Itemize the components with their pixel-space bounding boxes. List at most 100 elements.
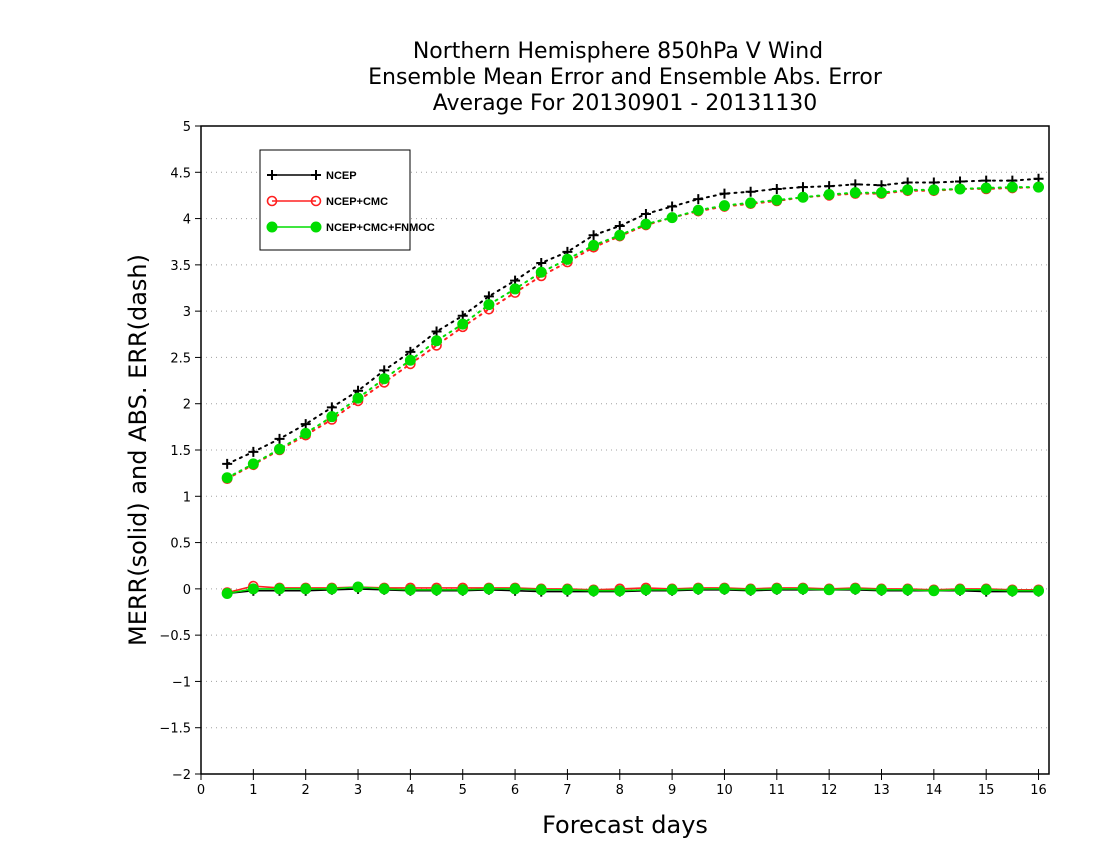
- x-tick-label: 10: [716, 783, 733, 798]
- abs-error-point: [928, 184, 940, 196]
- mean-error-point: [928, 585, 940, 597]
- y-tick-label: 0: [183, 583, 191, 598]
- abs-error-point: [326, 402, 337, 413]
- legend-marker-end: [310, 195, 322, 207]
- axes: 54.543.532.521.510.50−0.5−1−1.5−20 1 2 3 4 5 6…: [159, 120, 1046, 798]
- y-tick-label: 3: [183, 305, 191, 320]
- abs-error-point: [614, 229, 626, 241]
- abs-error-point: [561, 253, 573, 265]
- mean-error-point: [771, 583, 783, 595]
- y-tick-label: 1: [183, 490, 191, 505]
- abs-error-point: [745, 186, 756, 197]
- y-tick-label: −0.5: [159, 629, 191, 644]
- chart-title-line-1: Northern Hemisphere 850hPa V Wind: [413, 39, 823, 64]
- x-tick-label: 0: [197, 783, 205, 798]
- x-tick-label: 9: [668, 783, 676, 798]
- abs-error-point: [509, 283, 521, 295]
- y-tick-label: 0.5: [170, 537, 191, 552]
- x-tick-label: 5: [459, 783, 467, 798]
- abs-error-point: [404, 354, 416, 366]
- chart-title-line-2: Ensemble Mean Error and Ensemble Abs. Er…: [368, 65, 883, 90]
- y-tick-label: −2: [172, 768, 191, 783]
- mean-error-point: [849, 583, 861, 595]
- mean-error-point: [221, 587, 233, 599]
- series-ncep-cmc-fnmoc: [221, 181, 1045, 599]
- abs-error-point: [745, 197, 757, 209]
- legend-marker-start: [267, 170, 277, 180]
- abs-error-point: [797, 191, 809, 203]
- mean-error-point: [614, 585, 626, 597]
- abs-error-point: [718, 200, 730, 212]
- abs-error-point: [326, 411, 338, 423]
- abs-error-point: [378, 373, 390, 385]
- y-tick-label: 4.5: [170, 166, 191, 181]
- mean-error-point: [692, 583, 704, 595]
- mean-error-point: [378, 583, 390, 595]
- x-tick-label: 14: [926, 783, 943, 798]
- abs-error-point: [431, 326, 442, 337]
- mean-error-point: [300, 583, 312, 595]
- mean-error-point: [274, 583, 286, 595]
- x-tick-label: 1: [249, 783, 257, 798]
- y-tick-label: −1.5: [159, 722, 191, 737]
- mean-error-point: [1033, 585, 1045, 597]
- mean-error-point: [247, 583, 259, 595]
- y-axis-label: MERR(solid) and ABS. ERR(dash): [124, 254, 152, 646]
- abs-error-point: [902, 184, 914, 196]
- abs-error-point: [431, 335, 443, 347]
- mean-error-point: [902, 584, 914, 596]
- abs-error-point: [1006, 181, 1018, 193]
- abs-error-point: [300, 419, 311, 430]
- abs-error-point: [640, 218, 652, 230]
- abs-error-point: [771, 194, 783, 206]
- legend-marker-end: [310, 221, 322, 233]
- legend-label: NCEP+CMC: [326, 196, 388, 208]
- abs-error-point: [692, 204, 704, 216]
- y-tick-label: 3.5: [170, 259, 191, 274]
- mean-error-point: [954, 584, 966, 596]
- abs-error-point: [640, 208, 651, 219]
- x-tick-label: 8: [616, 783, 624, 798]
- abs-error-point: [667, 201, 678, 212]
- abs-error-point: [274, 443, 286, 455]
- x-tick-label: 12: [821, 783, 838, 798]
- mean-error-point: [457, 584, 469, 596]
- x-tick-label: 16: [1030, 783, 1047, 798]
- y-tick-label: −1: [172, 675, 191, 690]
- legend-marker-end: [311, 170, 321, 180]
- abs-error-point: [666, 212, 678, 224]
- mean-error-point: [535, 584, 547, 596]
- mean-error-point: [561, 584, 573, 596]
- y-tick-label: 5: [183, 120, 191, 135]
- abs-error-point: [719, 188, 730, 199]
- abs-error-point: [274, 433, 285, 444]
- abs-error-point: [849, 187, 861, 199]
- abs-error-point: [875, 187, 887, 199]
- abs-error-point: [823, 189, 835, 201]
- grid-lines: [201, 171, 1049, 729]
- x-tick-label: 15: [978, 783, 995, 798]
- legend-label: NCEP: [326, 170, 357, 182]
- abs-error-point: [352, 392, 364, 404]
- mean-error-point: [718, 583, 730, 595]
- x-tick-label: 11: [769, 783, 786, 798]
- abs-error-point: [797, 182, 808, 193]
- mean-error-point: [980, 584, 992, 596]
- x-tick-label: 2: [302, 783, 310, 798]
- x-axis-label: Forecast days: [542, 811, 708, 839]
- legend-label: NCEP+CMC+FNMOC: [326, 222, 435, 234]
- y-tick-label: 4: [183, 213, 191, 228]
- series-lines: [221, 173, 1045, 599]
- legend: NCEP NCEP+CMC NCEP+CMC+FNMOC: [259, 149, 435, 251]
- x-tick-label: 7: [563, 783, 571, 798]
- abs-error-point: [222, 458, 233, 469]
- abs-error-point: [221, 472, 233, 484]
- x-tick-label: 13: [873, 783, 890, 798]
- abs-error-point: [771, 183, 782, 194]
- abs-error-point: [954, 183, 966, 195]
- abs-error-point: [980, 182, 992, 194]
- legend-marker-start: [266, 221, 278, 233]
- x-tick-label: 6: [511, 783, 519, 798]
- abs-error-point: [535, 266, 547, 278]
